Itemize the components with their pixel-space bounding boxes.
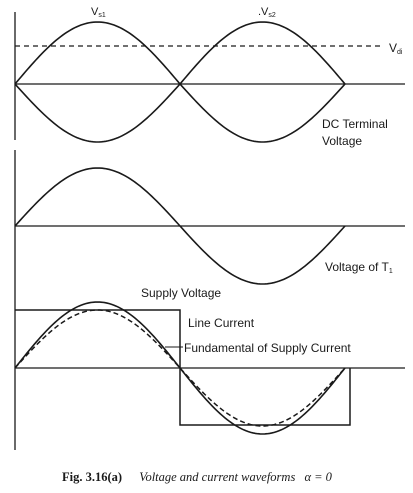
- vs1-lower-arc: [14, 83, 181, 143]
- line-current-square-wave: [15, 309, 351, 426]
- figure-title: Voltage and current waveforms: [139, 470, 295, 484]
- supply-voltage-label: Supply Voltage: [141, 286, 221, 300]
- figure-number: Fig. 3.16(a): [62, 470, 122, 484]
- dc-terminal-caption-line1: DC Terminal: [322, 117, 388, 131]
- line-current-label: Line Current: [188, 316, 255, 330]
- figure-caption: Fig. 3.16(a) Voltage and current wavefor…: [62, 470, 333, 484]
- figure-alpha: α = 0: [304, 470, 332, 484]
- vdi-label: Vdi: [389, 41, 403, 56]
- vs2-label: .Vs2: [258, 6, 276, 19]
- vs2-lower-arc: [179, 83, 346, 143]
- panel-thyristor-voltage: Voltage of T1: [14, 150, 405, 290]
- vs1-label: Vs1: [91, 6, 106, 19]
- thyristor-voltage-curve: [14, 167, 346, 285]
- panel-supply-waveforms: Supply Voltage Line Current Fundamental …: [14, 286, 405, 450]
- fundamental-current-curve: [14, 309, 346, 427]
- panel-dc-terminal-voltage: Vs1 .Vs2 Vdi DC Terminal Voltage: [14, 6, 405, 148]
- vs2-upper-arc: [179, 21, 346, 85]
- fundamental-label: Fundamental of Supply Current: [184, 341, 351, 355]
- t1-voltage-label: Voltage of T1: [325, 260, 393, 275]
- vs1-upper-arc: [14, 21, 181, 85]
- dc-terminal-caption-line2: Voltage: [322, 134, 362, 148]
